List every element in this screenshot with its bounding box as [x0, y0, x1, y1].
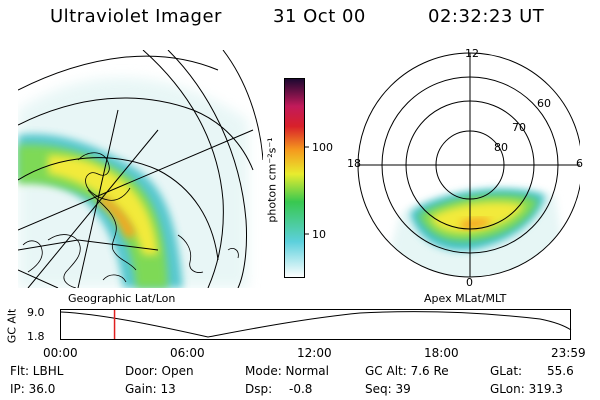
mlt-label-6: 6	[576, 157, 583, 170]
timeline-xtick-0: 00:00	[43, 346, 78, 360]
time-label: 02:32:23 UT	[428, 6, 545, 27]
apex-coords-label: Apex MLat/MLT	[424, 292, 507, 305]
filter-info: Flt: LBHL	[10, 364, 64, 378]
seq-info: Seq: 39	[365, 382, 411, 396]
polar-mlat-mlt-plot	[357, 52, 580, 278]
timeline-ytick-9: 9.0	[27, 306, 45, 319]
lat-label-70: 70	[512, 121, 526, 134]
geographic-coords-label: Geographic Lat/Lon	[68, 292, 176, 305]
gain-info: Gain: 13	[125, 382, 176, 396]
glon-info: GLon: 319.3	[490, 382, 563, 396]
mode-info: Mode: Normal	[245, 364, 329, 378]
timeline-axis-title: GC Alt	[5, 308, 19, 344]
ip-info: IP: 36.0	[10, 382, 56, 396]
colorbar-tick-100: 100	[312, 141, 333, 154]
colorbar	[284, 78, 309, 278]
mlt-label-0: 0	[466, 276, 473, 289]
app-title: Ultraviolet Imager	[50, 6, 222, 27]
door-info: Door: Open	[125, 364, 194, 378]
glat-info-value: 55.6	[547, 364, 574, 378]
gc-alt-info: GC Alt: 7.6 Re	[365, 364, 449, 378]
timeline-ytick-1.8: 1.8	[27, 330, 45, 343]
lat-label-80: 80	[494, 141, 508, 154]
lat-label-60: 60	[537, 97, 551, 110]
timeline-xtick-3: 18:00	[424, 346, 459, 360]
mlt-label-18: 18	[347, 157, 361, 170]
dsp-info-label: Dsp:	[245, 382, 273, 396]
geographic-map-image	[18, 50, 263, 288]
mlt-label-12: 12	[465, 47, 479, 60]
colorbar-tick-10: 10	[312, 228, 326, 241]
altitude-timeline	[60, 309, 572, 340]
colorbar-unit-label: photon cm⁻²s⁻¹	[265, 137, 279, 223]
dsp-info-value: -0.8	[289, 382, 313, 396]
timeline-xtick-1: 06:00	[170, 346, 205, 360]
timeline-xtick-2: 12:00	[297, 346, 332, 360]
glat-info-label: GLat:	[490, 364, 523, 378]
date-label: 31 Oct 00	[273, 6, 366, 27]
timeline-xtick-4: 23:59	[551, 346, 586, 360]
